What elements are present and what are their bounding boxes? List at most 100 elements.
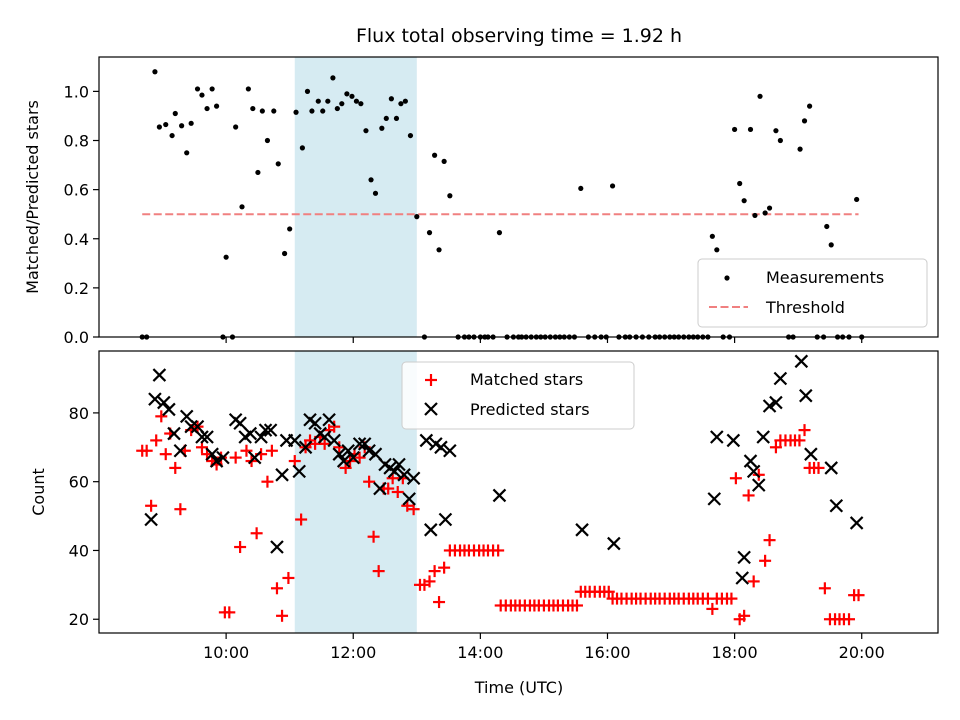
predicted-star-point xyxy=(849,516,864,530)
measurement-point xyxy=(250,105,256,112)
legend-threshold-label: Threshold xyxy=(765,298,845,317)
matched-star-point xyxy=(382,482,395,495)
measurement-point xyxy=(315,98,321,104)
bottom-x-ticks: 10:00 12:00 14:00 16:00 18:00 20:00 xyxy=(203,633,885,662)
predicted-star-point xyxy=(270,540,284,554)
measurement-point xyxy=(344,91,350,97)
predicted-star-point xyxy=(737,550,751,565)
y-tick-label: 0.8 xyxy=(64,132,89,151)
predicted-star-point xyxy=(298,440,313,455)
predicted-star-point xyxy=(167,426,181,441)
measurement-point xyxy=(259,108,265,114)
predicted-star-point xyxy=(243,426,258,441)
matched-star-point xyxy=(318,437,331,450)
measurement-point xyxy=(578,185,584,192)
matched-star-point xyxy=(328,420,341,433)
measurement-point xyxy=(349,93,355,99)
predicted-star-point xyxy=(148,392,162,406)
predicted-star-point xyxy=(804,447,818,461)
predicted-star-point xyxy=(346,450,361,465)
matched-star-point xyxy=(265,444,278,457)
x-tick-label: 10:00 xyxy=(203,643,249,662)
measurement-point xyxy=(714,247,720,253)
matched-star-point xyxy=(276,609,289,622)
x-axis-label: Time (UTC) xyxy=(474,678,563,697)
bottom-axes-frame xyxy=(98,350,939,634)
y-tick-label: 80 xyxy=(69,404,89,423)
predicted-star-point xyxy=(162,402,176,417)
measurement-point xyxy=(184,150,190,156)
matched-star-point xyxy=(438,561,451,574)
matched-star-point xyxy=(747,575,760,588)
predicted-star-point xyxy=(575,523,589,537)
measurement-point xyxy=(275,161,281,167)
predicted-star-point xyxy=(373,481,387,496)
predicted-star-point xyxy=(746,464,761,479)
matched-star-point xyxy=(769,441,782,454)
predicted-star-point xyxy=(336,454,351,468)
predicted-star-point xyxy=(152,368,167,382)
measurement-point xyxy=(609,183,616,189)
measurement-point xyxy=(179,123,185,129)
measurement-point xyxy=(320,108,326,114)
matched-star-point xyxy=(492,544,505,557)
matched-star-point xyxy=(282,571,295,584)
predicted-star-point xyxy=(332,447,347,461)
measurement-point xyxy=(432,152,438,158)
predicted-star-point xyxy=(424,523,438,537)
measurement-point xyxy=(807,103,813,109)
matched-star-point xyxy=(742,489,755,502)
measurement-point xyxy=(358,101,364,107)
matched-star-point xyxy=(140,444,153,457)
y-tick-label: 0.4 xyxy=(64,230,89,249)
matched-star-point xyxy=(270,582,283,595)
measurement-point xyxy=(747,126,754,133)
measurement-point xyxy=(233,124,239,130)
measurement-point xyxy=(777,137,783,144)
predicted-star-point xyxy=(195,430,209,444)
measurement-point xyxy=(407,132,414,139)
measurement-point xyxy=(194,86,201,92)
predicted-star-point xyxy=(327,433,341,448)
predicted-star-point xyxy=(762,399,777,413)
measurement-point xyxy=(441,158,447,164)
predicted-star-point xyxy=(173,443,188,458)
matched-star-point xyxy=(852,589,865,602)
legend-predicted-marker xyxy=(424,402,438,416)
matched-star-point xyxy=(174,503,187,516)
predicted-star-point xyxy=(756,430,770,444)
matched-star-point xyxy=(261,475,274,488)
measurement-point xyxy=(264,137,271,144)
measurement-point xyxy=(773,128,779,134)
measurement-point xyxy=(447,193,453,199)
measurement-point xyxy=(801,118,808,124)
measurement-point xyxy=(402,98,408,104)
matched-star-point xyxy=(391,486,404,498)
matched-star-point xyxy=(367,530,380,543)
measurement-point xyxy=(309,108,315,114)
legend-matched-marker xyxy=(425,374,437,386)
measurement-point xyxy=(426,230,433,236)
chart-title: Flux total observing time = 1.92 h xyxy=(356,25,682,47)
matched-star-point xyxy=(763,534,776,547)
measurement-point xyxy=(383,115,389,122)
measurement-point xyxy=(239,204,245,210)
predicted-star-point xyxy=(419,433,434,448)
matched-star-point xyxy=(150,434,163,447)
measurement-point xyxy=(281,250,288,257)
predicted-star-point xyxy=(216,450,230,465)
predicted-star-point xyxy=(799,388,813,403)
predicted-star-point xyxy=(205,447,219,461)
matched-star-point xyxy=(145,499,158,512)
matched-star-point xyxy=(812,461,825,474)
top-panel: 0.0 0.2 0.4 0.6 0.8 1.0 Matched/Predicted sta… xyxy=(23,56,939,347)
predicted-star-point xyxy=(322,413,336,427)
measurement-point xyxy=(393,115,400,122)
measurement-point xyxy=(752,212,758,219)
top-legend: Measurements Threshold xyxy=(697,258,928,328)
measurement-point xyxy=(737,180,743,187)
legend-measurements-label: Measurements xyxy=(766,268,884,287)
predicted-star-point xyxy=(275,468,289,482)
measurement-point xyxy=(223,254,229,260)
